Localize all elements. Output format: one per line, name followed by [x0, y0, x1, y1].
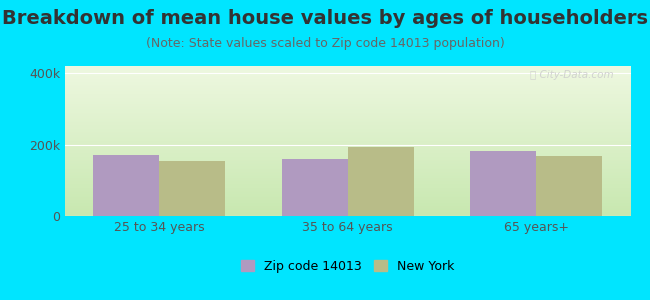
Bar: [348, 147, 413, 216]
Bar: [536, 156, 602, 216]
Bar: [470, 151, 536, 216]
Text: Breakdown of mean house values by ages of householders: Breakdown of mean house values by ages o…: [2, 9, 648, 28]
Bar: [281, 159, 348, 216]
Bar: [94, 155, 159, 216]
Bar: [159, 160, 225, 216]
Text: (Note: State values scaled to Zip code 14013 population): (Note: State values scaled to Zip code 1…: [146, 38, 504, 50]
Legend: Zip code 14013, New York: Zip code 14013, New York: [241, 260, 454, 273]
Text: Ⓢ City-Data.com: Ⓢ City-Data.com: [530, 70, 614, 80]
